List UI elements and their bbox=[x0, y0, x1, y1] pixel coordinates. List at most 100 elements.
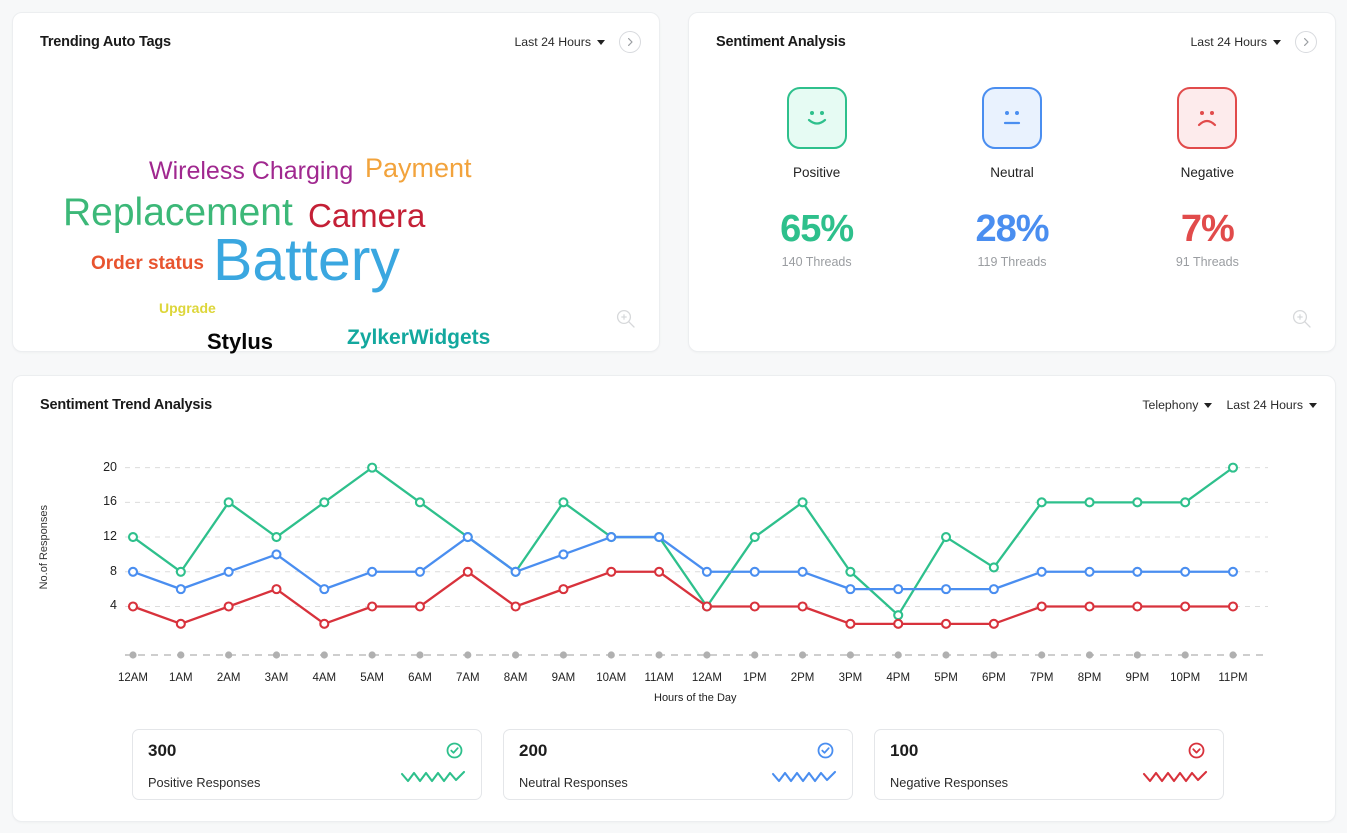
chart-point-neutral[interactable] bbox=[175, 584, 186, 595]
chart-point-negative[interactable] bbox=[988, 618, 999, 629]
chart-point-positive[interactable] bbox=[558, 497, 569, 508]
response-summary-card[interactable]: 200 Neutral Responses bbox=[503, 729, 853, 800]
chart-point-negative[interactable] bbox=[175, 618, 186, 629]
sentiment-face-neutral[interactable] bbox=[981, 87, 1042, 149]
sentiment-expand-button[interactable] bbox=[1295, 31, 1317, 53]
chart-point-positive[interactable] bbox=[414, 497, 426, 508]
chart-point-negative[interactable] bbox=[223, 601, 234, 612]
chart-point-positive[interactable] bbox=[988, 562, 999, 573]
word-cloud-tag[interactable]: ZylkerWidgets bbox=[347, 326, 491, 349]
chart-point-neutral[interactable] bbox=[462, 532, 473, 543]
chart-point-positive[interactable] bbox=[367, 462, 378, 473]
chart-point-neutral[interactable] bbox=[1132, 566, 1143, 577]
chart-point-negative[interactable] bbox=[701, 601, 712, 612]
x-axis-title: Hours of the Day bbox=[654, 692, 737, 704]
chart-point-neutral[interactable] bbox=[1227, 566, 1239, 577]
chart-point-positive[interactable] bbox=[749, 532, 760, 543]
chart-point-neutral[interactable] bbox=[797, 566, 808, 577]
chart-point-negative[interactable] bbox=[845, 618, 856, 629]
chart-point-neutral[interactable] bbox=[367, 566, 378, 577]
chart-point-neutral[interactable] bbox=[127, 566, 139, 577]
x-axis-tick-label: 8AM bbox=[503, 672, 528, 684]
chart-point-neutral[interactable] bbox=[271, 549, 282, 560]
chart-point-negative[interactable] bbox=[367, 601, 378, 612]
chart-point-positive[interactable] bbox=[127, 532, 139, 543]
chart-point-negative[interactable] bbox=[510, 601, 521, 612]
chart-point-neutral[interactable] bbox=[510, 566, 521, 577]
chart-point-neutral[interactable] bbox=[1036, 566, 1047, 577]
chevron-down-icon bbox=[597, 39, 605, 45]
chart-point-neutral[interactable] bbox=[988, 584, 999, 595]
chart-point-neutral[interactable] bbox=[1180, 566, 1191, 577]
chart-point-negative[interactable] bbox=[414, 601, 426, 612]
chart-point-neutral[interactable] bbox=[845, 584, 856, 595]
chart-point-negative[interactable] bbox=[749, 601, 760, 612]
sentiment-face-negative[interactable] bbox=[1177, 87, 1238, 149]
chart-point-negative[interactable] bbox=[1227, 601, 1239, 612]
response-summary-card[interactable]: 100 Negative Responses bbox=[874, 729, 1224, 800]
chart-x-axis-dot bbox=[1133, 651, 1141, 659]
chart-point-neutral[interactable] bbox=[893, 584, 904, 595]
chart-point-negative[interactable] bbox=[940, 618, 952, 629]
chart-point-negative[interactable] bbox=[127, 601, 139, 612]
chart-point-negative[interactable] bbox=[1084, 601, 1095, 612]
chart-point-positive[interactable] bbox=[319, 497, 330, 508]
trending-time-range-dropdown[interactable]: Last 24 Hours bbox=[514, 35, 605, 49]
word-cloud-tag[interactable]: Camera bbox=[308, 197, 426, 234]
chart-point-negative[interactable] bbox=[606, 566, 617, 577]
chart-point-negative[interactable] bbox=[558, 584, 569, 595]
chart-point-neutral[interactable] bbox=[606, 532, 617, 543]
trending-expand-button[interactable] bbox=[619, 31, 641, 53]
chart-point-neutral[interactable] bbox=[319, 584, 330, 595]
chart-point-neutral[interactable] bbox=[223, 566, 234, 577]
chart-point-positive[interactable] bbox=[223, 497, 234, 508]
chart-point-negative[interactable] bbox=[1180, 601, 1191, 612]
chart-point-positive[interactable] bbox=[1227, 462, 1239, 473]
sentiment-time-range-dropdown[interactable]: Last 24 Hours bbox=[1190, 35, 1281, 49]
chart-point-positive[interactable] bbox=[797, 497, 808, 508]
trend-time-range-dropdown[interactable]: Last 24 Hours bbox=[1226, 398, 1317, 412]
chart-point-positive[interactable] bbox=[893, 610, 904, 621]
response-summary-card[interactable]: 300 Positive Responses bbox=[132, 729, 482, 800]
x-axis-tick-label: 4PM bbox=[886, 672, 911, 684]
chart-point-neutral[interactable] bbox=[558, 549, 569, 560]
x-axis-tick-label: 7AM bbox=[455, 672, 480, 684]
chart-point-negative[interactable] bbox=[319, 618, 330, 629]
chart-x-axis-dot bbox=[464, 651, 472, 659]
chart-point-positive[interactable] bbox=[940, 532, 952, 543]
chart-point-positive[interactable] bbox=[175, 566, 186, 577]
word-cloud-tag[interactable]: Battery bbox=[213, 227, 400, 293]
sentiment-face-positive[interactable] bbox=[786, 87, 847, 149]
chart-point-positive[interactable] bbox=[1180, 497, 1191, 508]
chart-point-neutral[interactable] bbox=[414, 566, 426, 577]
word-cloud: Wireless Charging Payment Replacement Camer… bbox=[13, 71, 659, 353]
chart-point-neutral[interactable] bbox=[654, 532, 665, 543]
chart-point-negative[interactable] bbox=[271, 584, 282, 595]
chart-point-positive[interactable] bbox=[1084, 497, 1095, 508]
chart-point-negative[interactable] bbox=[1036, 601, 1047, 612]
word-cloud-tag[interactable]: Wireless Charging bbox=[149, 157, 354, 185]
sentiment-magnify-button[interactable] bbox=[1291, 308, 1313, 335]
word-cloud-tag[interactable]: Order status bbox=[91, 253, 204, 274]
chart-point-negative[interactable] bbox=[797, 601, 808, 612]
word-cloud-tag[interactable]: Stylus bbox=[207, 329, 274, 354]
chart-point-neutral[interactable] bbox=[749, 566, 760, 577]
chart-point-positive[interactable] bbox=[1036, 497, 1047, 508]
chart-point-negative[interactable] bbox=[1132, 601, 1143, 612]
chart-point-neutral[interactable] bbox=[940, 584, 952, 595]
chart-point-neutral[interactable] bbox=[701, 566, 712, 577]
word-cloud-tag[interactable]: Payment bbox=[365, 153, 472, 183]
word-cloud-tag[interactable]: Replacement bbox=[63, 191, 293, 234]
chart-point-negative[interactable] bbox=[462, 566, 473, 577]
chart-point-negative[interactable] bbox=[893, 618, 904, 629]
trend-channel-dropdown[interactable]: Telephony bbox=[1142, 398, 1213, 412]
trending-magnify-button[interactable] bbox=[615, 308, 637, 335]
chart-point-positive[interactable] bbox=[271, 532, 282, 543]
chart-point-negative[interactable] bbox=[654, 566, 665, 577]
chart-point-neutral[interactable] bbox=[1084, 566, 1095, 577]
word-cloud-tag[interactable]: Upgrade bbox=[159, 300, 216, 316]
chart-x-axis-dot bbox=[129, 651, 137, 659]
chart-point-positive[interactable] bbox=[845, 566, 856, 577]
x-axis-tick-label: 10AM bbox=[596, 672, 627, 684]
chart-point-positive[interactable] bbox=[1132, 497, 1143, 508]
